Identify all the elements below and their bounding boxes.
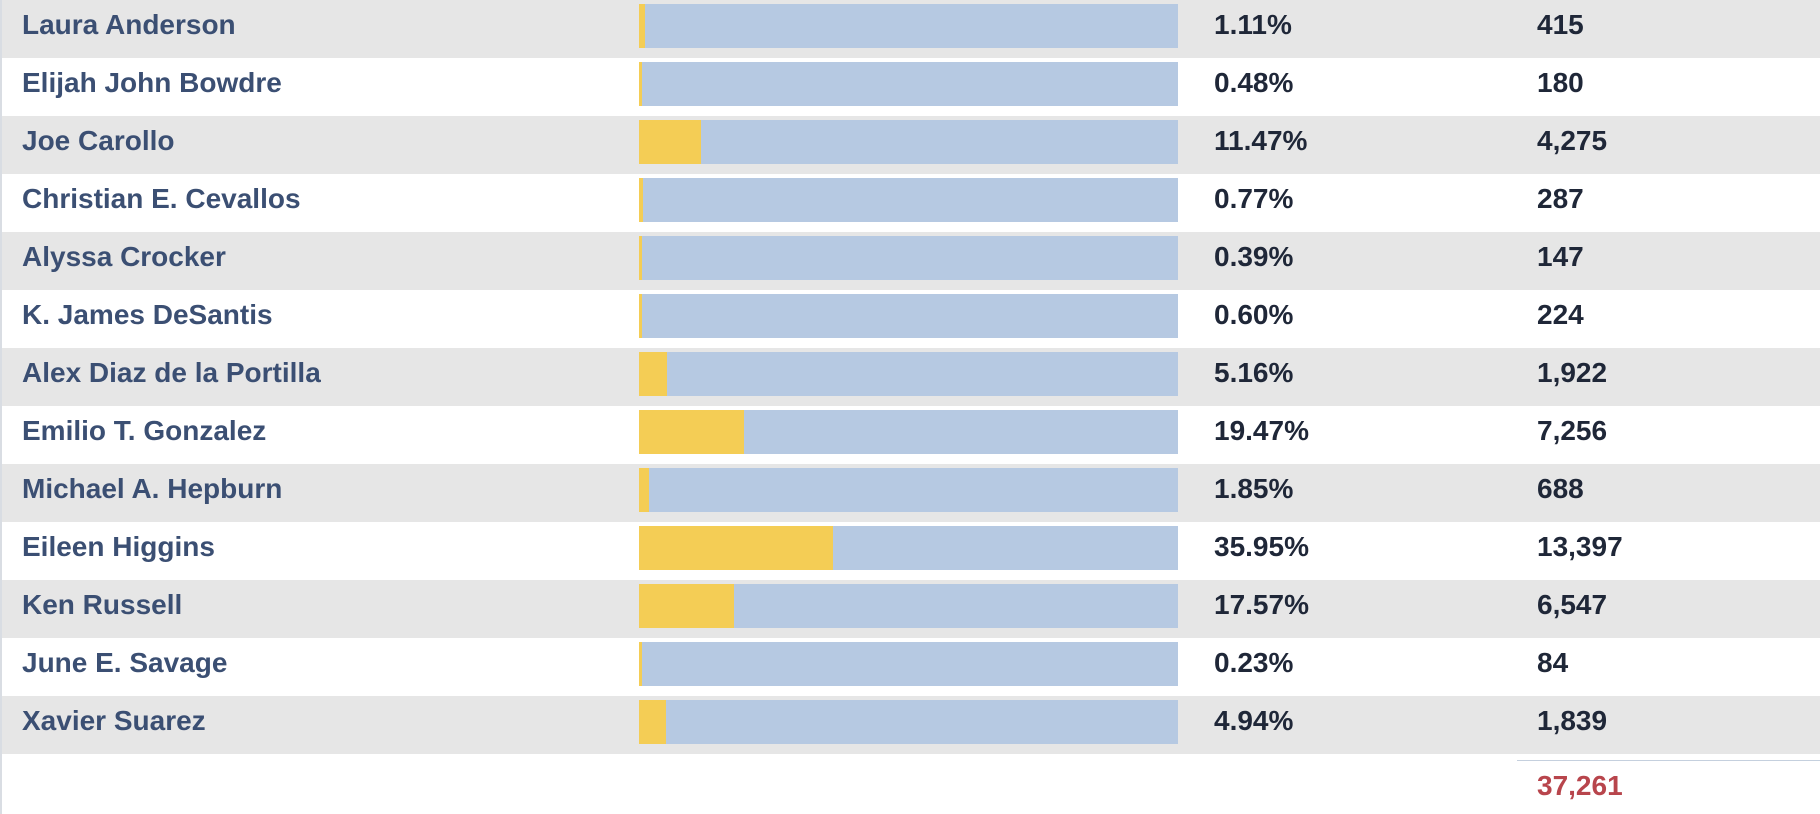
- vote-share-bar-fill: [639, 62, 642, 106]
- vote-share-bar-fill: [639, 4, 645, 48]
- vote-share-bar: [639, 410, 1178, 454]
- vote-percent: 11.47%: [1214, 125, 1308, 156]
- vote-count: 1,922: [1537, 357, 1608, 388]
- vote-percent: 1.85%: [1214, 473, 1294, 504]
- candidate-name: Emilio T. Gonzalez: [22, 415, 267, 446]
- vote-share-bar-fill: [639, 236, 642, 280]
- vote-share-bar: [639, 4, 1178, 48]
- candidate-name: Michael A. Hepburn: [22, 473, 283, 504]
- vote-count: 7,256: [1537, 415, 1608, 446]
- candidate-row: Alyssa Crocker 0.39% 147: [2, 232, 1820, 290]
- vote-share-bar-fill: [639, 526, 833, 570]
- vote-percent: 0.77%: [1214, 183, 1294, 214]
- vote-percent: 17.57%: [1214, 589, 1309, 620]
- vote-percent: 0.23%: [1214, 647, 1294, 678]
- candidate-row: Xavier Suarez 4.94% 1,839: [2, 696, 1820, 754]
- vote-share-bar: [639, 526, 1178, 570]
- vote-count: 6,547: [1537, 589, 1608, 620]
- vote-share-bar: [639, 62, 1178, 106]
- candidate-name: Laura Anderson: [22, 9, 236, 40]
- vote-share-bar-fill: [639, 410, 744, 454]
- vote-percent: 0.60%: [1214, 299, 1294, 330]
- vote-count: 688: [1537, 473, 1584, 504]
- candidate-name: Ken Russell: [22, 589, 183, 620]
- total-votes: 37,261: [1537, 770, 1623, 801]
- candidate-name: Alex Diaz de la Portilla: [22, 357, 321, 388]
- candidate-name: June E. Savage: [22, 647, 228, 678]
- vote-count: 287: [1537, 183, 1584, 214]
- candidate-name: Joe Carollo: [22, 125, 175, 156]
- vote-percent: 4.94%: [1214, 705, 1294, 736]
- vote-count: 224: [1537, 299, 1584, 330]
- vote-share-bar-fill: [639, 352, 667, 396]
- vote-share-bar: [639, 468, 1178, 512]
- candidate-row: Joe Carollo 11.47% 4,275: [2, 116, 1820, 174]
- vote-share-bar: [639, 642, 1178, 686]
- candidate-row: Elijah John Bowdre 0.48% 180: [2, 58, 1820, 116]
- vote-count: 180: [1537, 67, 1584, 98]
- candidate-row: Eileen Higgins 35.95% 13,397: [2, 522, 1820, 580]
- vote-share-bar-fill: [639, 584, 734, 628]
- vote-percent: 5.16%: [1214, 357, 1294, 388]
- vote-share-bar-fill: [639, 294, 643, 338]
- candidate-name: K. James DeSantis: [22, 299, 273, 330]
- vote-share-bar: [639, 584, 1178, 628]
- candidate-name: Christian E. Cevallos: [22, 183, 301, 214]
- vote-count: 13,397: [1537, 531, 1623, 562]
- vote-percent: 35.95%: [1214, 531, 1309, 562]
- vote-share-bar: [639, 294, 1178, 338]
- candidate-name: Alyssa Crocker: [22, 241, 226, 272]
- vote-share-bar: [639, 236, 1178, 280]
- candidate-row: Christian E. Cevallos 0.77% 287: [2, 174, 1820, 232]
- vote-share-bar: [639, 120, 1178, 164]
- candidate-row: Laura Anderson 1.11% 415: [2, 0, 1820, 58]
- vote-percent: 19.47%: [1214, 415, 1309, 446]
- vote-share-bar: [639, 178, 1178, 222]
- candidate-name: Xavier Suarez: [22, 705, 206, 736]
- vote-share-bar-fill: [639, 642, 642, 686]
- vote-share-bar-fill: [639, 120, 701, 164]
- candidate-row: K. James DeSantis 0.60% 224: [2, 290, 1820, 348]
- vote-percent: 0.48%: [1214, 67, 1294, 98]
- vote-count: 147: [1537, 241, 1584, 272]
- total-divider: [1517, 760, 1820, 761]
- candidate-rows: Laura Anderson 1.11% 415 Elijah John Bowdre…: [2, 0, 1820, 754]
- vote-share-bar-fill: [639, 700, 666, 744]
- vote-count: 4,275: [1537, 125, 1608, 156]
- total-row: 37,261: [2, 754, 1820, 814]
- vote-share-bar-fill: [639, 468, 649, 512]
- candidate-row: Michael A. Hepburn 1.85% 688: [2, 464, 1820, 522]
- vote-percent: 0.39%: [1214, 241, 1294, 272]
- vote-share-bar: [639, 352, 1178, 396]
- vote-count: 415: [1537, 9, 1584, 40]
- vote-share-bar: [639, 700, 1178, 744]
- candidate-row: Ken Russell 17.57% 6,547: [2, 580, 1820, 638]
- candidate-row: June E. Savage 0.23% 84: [2, 638, 1820, 696]
- vote-count: 84: [1537, 647, 1569, 678]
- vote-count: 1,839: [1537, 705, 1608, 736]
- candidate-name: Elijah John Bowdre: [22, 67, 282, 98]
- candidate-name: Eileen Higgins: [22, 531, 215, 562]
- vote-share-bar-fill: [639, 178, 644, 222]
- candidate-row: Emilio T. Gonzalez 19.47% 7,256: [2, 406, 1820, 464]
- vote-percent: 1.11%: [1214, 9, 1292, 40]
- candidate-row: Alex Diaz de la Portilla 5.16% 1,922: [2, 348, 1820, 406]
